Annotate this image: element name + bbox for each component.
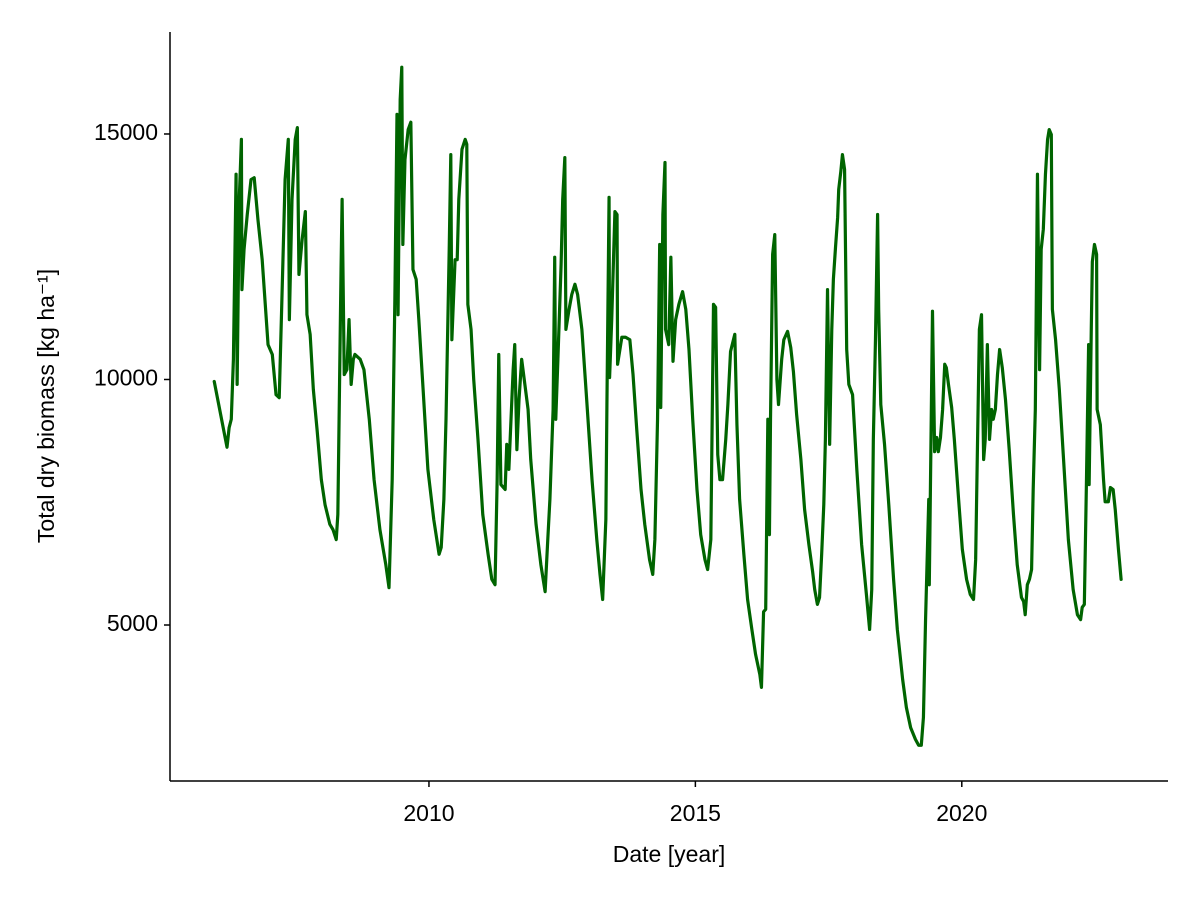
x-tick-label: 2010	[403, 800, 454, 826]
y-tick-label: 10000	[94, 365, 158, 391]
x-tick-label: 2015	[670, 800, 721, 826]
data-line	[212, 65, 1123, 747]
x-tick-label: 2020	[936, 800, 987, 826]
y-tick-label: 5000	[107, 610, 158, 636]
x-axis-label: Date [year]	[613, 841, 726, 867]
y-axis-label: Total dry biomass [kg ha⁻¹]	[33, 269, 59, 543]
y-tick-label: 15000	[94, 119, 158, 145]
